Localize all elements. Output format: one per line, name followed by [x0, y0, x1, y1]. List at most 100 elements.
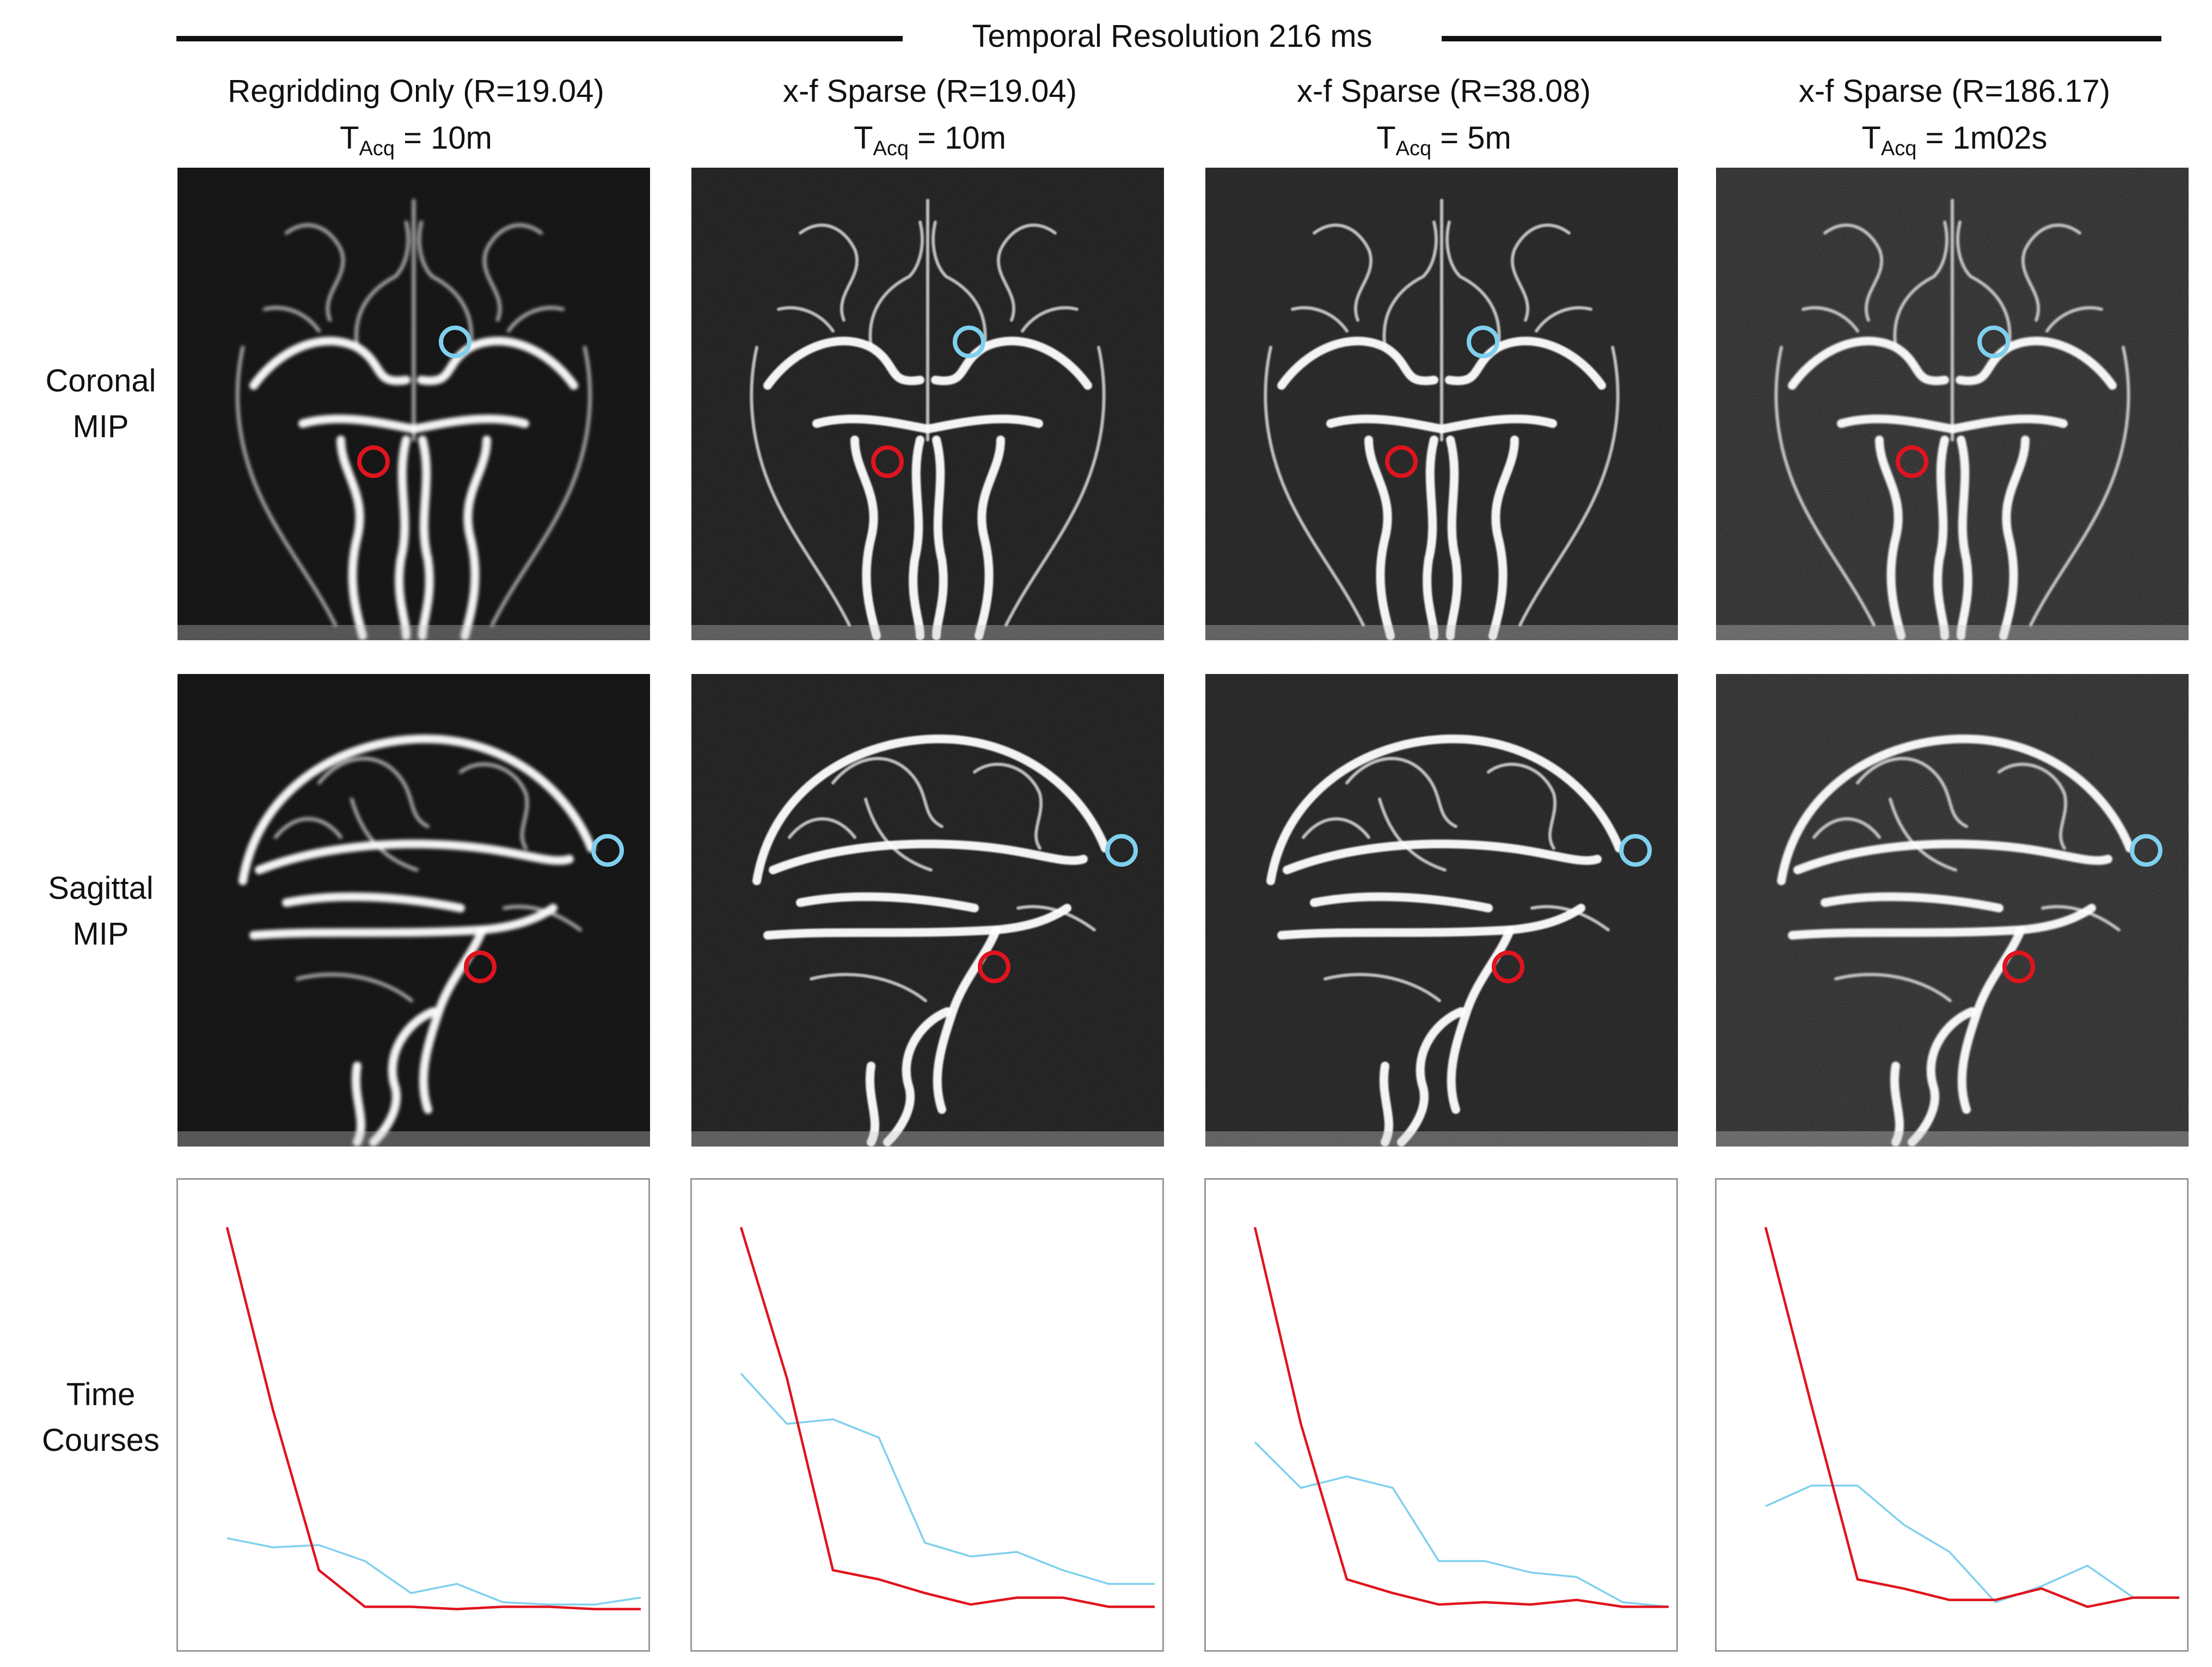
- vessel-path: [1908, 1007, 1976, 1147]
- vessel-path: [482, 223, 543, 322]
- vein-roi-circle: [953, 326, 985, 358]
- vessel-path: [1423, 436, 1438, 640]
- vessel-path: [255, 839, 574, 874]
- acquisition-time: TAcq = 5m: [1376, 120, 1511, 160]
- sagittal-vessel-drawing: [1716, 674, 2189, 1147]
- vessel-path: [1793, 839, 2112, 874]
- vessel-path: [1890, 1062, 1904, 1147]
- vessel-path: [1264, 346, 1365, 627]
- coronal-vessel-drawing: [1205, 168, 1678, 640]
- vessel-path: [491, 346, 592, 627]
- vessel-path: [274, 817, 342, 839]
- vessel-path: [1530, 905, 1610, 931]
- vein-roi-circle: [439, 326, 471, 358]
- vessel-path: [810, 973, 927, 1002]
- vessel-path: [931, 336, 1092, 390]
- vessel-path: [354, 220, 410, 349]
- vessel-path: [799, 223, 859, 322]
- vessel-path: [2021, 223, 2081, 322]
- vessel-path: [1956, 220, 2012, 349]
- column-header-xf-r19: x-f Sparse (R=19.04) TAcq = 10m: [690, 68, 1169, 172]
- vessel-path: [419, 926, 487, 1114]
- sagittal-mip-image: [691, 674, 1164, 1147]
- acquisition-time: TAcq = 10m: [340, 120, 492, 160]
- vessel-path: [1283, 839, 1602, 874]
- vessel-path: [1788, 904, 2096, 940]
- vessel-path: [777, 306, 835, 333]
- vessel-path: [1445, 220, 1501, 349]
- time-course-svg: [225, 1227, 641, 1610]
- sagittal-mip-image: [1716, 674, 2189, 1147]
- column-header-regridding: Regridding Only (R=19.04) TAcq = 10m: [176, 68, 655, 172]
- row-label-coronal: Coronal MIP: [45, 363, 156, 444]
- artery-time-course-line: [225, 1227, 641, 1610]
- vessel-path: [1997, 762, 2068, 850]
- vessel-path: [769, 839, 1088, 874]
- vessel-path: [296, 973, 413, 1002]
- table-artifact: [177, 1131, 650, 1147]
- vessel-path: [1379, 1062, 1393, 1147]
- vein-roi-circle: [1619, 834, 1652, 867]
- vessel-path: [503, 905, 582, 931]
- sagittal-vessel-drawing: [691, 674, 1164, 1147]
- vein-time-course-line: [1254, 1441, 1669, 1608]
- vessel-path: [1774, 346, 1876, 627]
- vessel-path: [909, 436, 924, 640]
- vessel-path: [1382, 220, 1438, 349]
- column-method: Regridding Only (R=19.04): [228, 73, 604, 109]
- time-course-svg: [1253, 1227, 1669, 1608]
- vessel-path: [1313, 223, 1373, 322]
- vessel-path: [459, 762, 529, 850]
- row-label-sagittal: Sagittal MIP: [48, 871, 154, 952]
- vessel-path: [1021, 306, 1079, 333]
- vein-roi-circle: [2130, 834, 2162, 867]
- table-artifact: [177, 625, 650, 640]
- vessel-path: [1488, 436, 1519, 640]
- vessel-path: [263, 306, 321, 333]
- vessel-path: [351, 1062, 365, 1147]
- artery-time-course-line: [1253, 1227, 1669, 1608]
- coronal-mip-image: [1205, 168, 1678, 640]
- vessel-path: [1893, 220, 1948, 349]
- sagittal-mip-image: [1205, 674, 1678, 1147]
- vessel-path: [1999, 436, 2030, 640]
- vessel-path: [1518, 346, 1620, 627]
- vessel-path: [1277, 904, 1585, 940]
- row-label-time-courses: Time Courses: [42, 1377, 160, 1458]
- coronal-mip-image: [691, 168, 1164, 640]
- vessel-path: [1834, 973, 1952, 1002]
- vessel-path: [1856, 757, 1968, 828]
- vessel-path: [1266, 734, 1623, 885]
- vessel-path: [1788, 336, 1949, 390]
- vessel-path: [1777, 734, 2134, 885]
- vessel-path: [1956, 336, 2117, 390]
- acquisition-time: TAcq = 10m: [854, 120, 1006, 160]
- banner-rule-right: [1442, 36, 2161, 41]
- artery-time-course-line: [739, 1227, 1155, 1608]
- artery-roi-circle: [464, 951, 497, 983]
- vessel-path: [238, 734, 596, 885]
- time-course-plot: [176, 1178, 650, 1652]
- vessel-path: [1812, 817, 1881, 839]
- vessel-path: [752, 734, 1110, 885]
- vessel-path: [395, 436, 410, 640]
- vessel-path: [933, 926, 1001, 1114]
- sagittal-vessel-drawing: [1205, 674, 1678, 1147]
- column-header-xf-r186: x-f Sparse (R=186.17) TAcq = 1m02s: [1715, 68, 2194, 172]
- vessel-path: [750, 346, 851, 627]
- artery-roi-circle: [2002, 951, 2035, 983]
- vessel-path: [2045, 306, 2103, 333]
- vessel-path: [2029, 346, 2130, 627]
- vessel-path: [236, 346, 337, 627]
- banner-text: Temporal Resolution 216 ms: [972, 19, 1372, 54]
- sagittal-vessel-drawing: [177, 674, 650, 1147]
- sagittal-mip-image: [177, 674, 650, 1147]
- vessel-path: [1875, 436, 1905, 640]
- vessel-path: [1310, 892, 1493, 912]
- column-method: x-f Sparse (R=38.08): [1297, 73, 1591, 109]
- time-course-plot: [690, 1178, 1164, 1652]
- time-course-plot: [1715, 1178, 2189, 1652]
- vessel-path: [864, 798, 933, 872]
- vein-roi-circle: [1977, 326, 2010, 358]
- vessel-path: [1446, 436, 1462, 640]
